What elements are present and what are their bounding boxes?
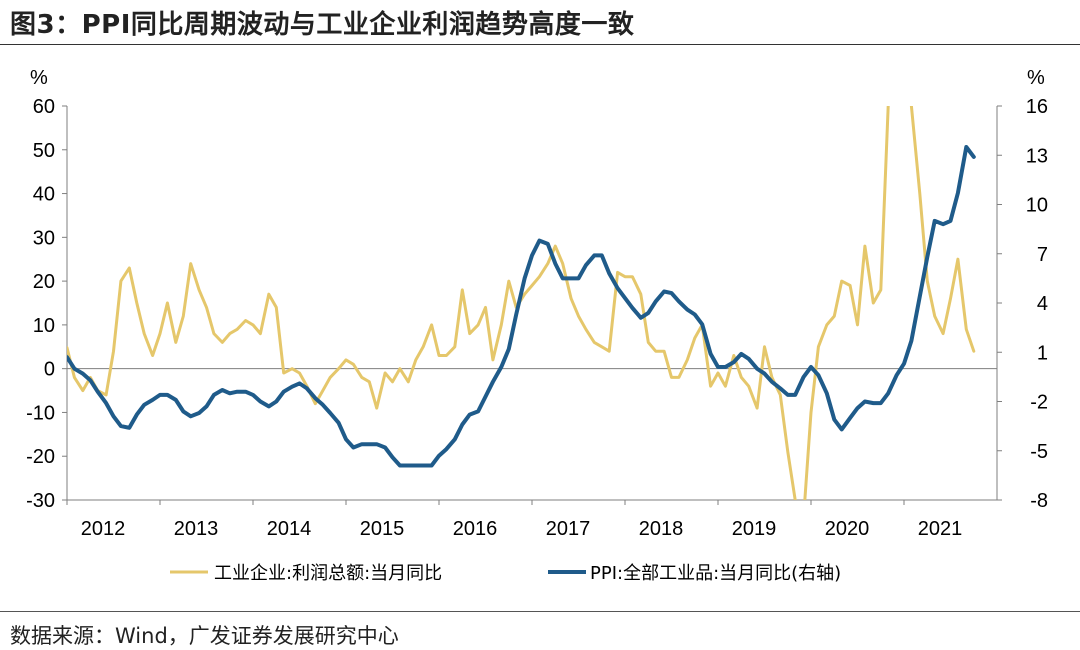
right-axis-unit: %: [1027, 67, 1045, 89]
x-tick-label: 2019: [732, 518, 777, 540]
x-tick-label: 2018: [639, 518, 684, 540]
x-tick-label: 2017: [546, 518, 591, 540]
x-axis: 2012 2013 2014 2015 2016 2017 2018 2019 2020 2021: [66, 500, 963, 540]
source-note: 数据来源：Wind，广发证券发展研究中心: [10, 624, 399, 648]
right-tick-label: 16: [1026, 96, 1048, 118]
left-tick-label: 10: [33, 315, 55, 337]
right-tick-label: 10: [1026, 195, 1048, 217]
legend-label-1: 工业企业:利润总额:当月同比: [214, 563, 442, 584]
left-axis-unit: %: [30, 67, 48, 89]
legend: 工业企业:利润总额:当月同比 PPI:全部工业品:当月同比(右轴): [170, 563, 841, 584]
left-tick-label: 60: [33, 96, 55, 118]
series-line-1: [67, 106, 976, 500]
left-tick-label: 0: [44, 359, 55, 381]
left-tick-label: -10: [26, 402, 55, 424]
x-tick-label: 2015: [360, 518, 405, 540]
right-tick-label: 1: [1037, 342, 1048, 364]
x-tick-label: 2020: [825, 518, 870, 540]
chart-canvas: % 60 50 40 30 20 10 0 -10 -20 -30 % 16 13 10 7 4 1 -2 -5 -8…: [26, 67, 1048, 584]
figure-title: 图3：PPI同比周期波动与工业企业利润趋势高度一致: [10, 10, 635, 40]
left-tick-label: 50: [33, 140, 55, 162]
left-tick-label: 40: [33, 184, 55, 206]
right-axis: % 16 13 10 7 4 1 -2 -5 -8: [997, 67, 1048, 512]
left-axis: % 60 50 40 30 20 10 0 -10 -20 -30: [26, 67, 67, 512]
right-tick-label: 4: [1037, 293, 1048, 315]
right-tick-label: 13: [1026, 145, 1048, 167]
x-tick-label: 2016: [453, 518, 498, 540]
right-tick-label: -2: [1030, 392, 1048, 414]
x-tick-label: 2013: [174, 518, 219, 540]
x-tick-label: 2012: [81, 518, 126, 540]
left-tick-label: -20: [26, 446, 55, 468]
left-tick-label: 30: [33, 227, 55, 249]
source-divider: [0, 611, 1080, 612]
right-tick-label: -5: [1030, 441, 1048, 463]
x-tick-label: 2021: [918, 518, 963, 540]
series-layer: [67, 106, 976, 500]
left-tick-label: -30: [26, 490, 55, 512]
legend-label-2: PPI:全部工业品:当月同比(右轴): [590, 563, 841, 584]
title-divider: [0, 44, 1080, 45]
right-tick-label: 7: [1037, 244, 1048, 266]
left-tick-label: 20: [33, 271, 55, 293]
series-line-2: [67, 145, 976, 468]
plot-frame: [66, 106, 998, 501]
right-tick-label: -8: [1030, 490, 1048, 512]
x-tick-label: 2014: [267, 518, 312, 540]
